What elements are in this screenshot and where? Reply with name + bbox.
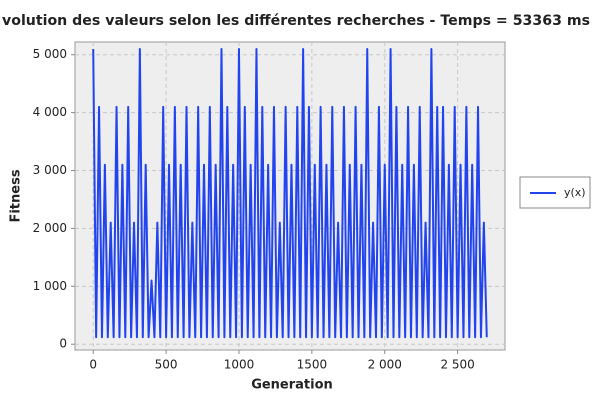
y-tick-label: 3 000 [33, 163, 67, 177]
y-tick-label: 1 000 [33, 279, 67, 293]
x-tick-label: 2 500 [440, 358, 474, 372]
legend-label: y(x) [564, 186, 586, 199]
x-tick-label: 0 [89, 358, 97, 372]
y-axis-label: Fitness [9, 169, 24, 222]
chart-title: volution des valeurs selon les différent… [2, 13, 590, 29]
y-tick-label: 2 000 [33, 221, 67, 235]
y-tick-label: 0 [59, 337, 67, 351]
x-axis-label: Generation [251, 378, 333, 393]
x-tick-label: 1500 [297, 358, 328, 372]
x-tick-label: 2 000 [368, 358, 402, 372]
x-tick-label: 500 [155, 358, 178, 372]
y-tick-label: 5 000 [33, 47, 67, 61]
x-tick-label: 1000 [224, 358, 255, 372]
data-line [92, 47, 488, 339]
y-tick-label: 4 000 [33, 105, 67, 119]
